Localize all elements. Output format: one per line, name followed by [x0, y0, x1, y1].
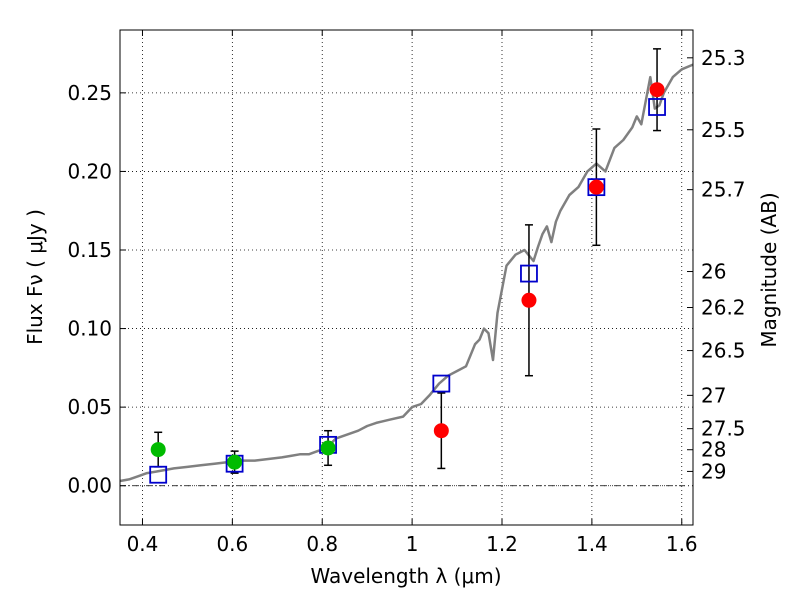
- x-tick-label: 0.6: [216, 532, 248, 556]
- model-square-marker: [432, 374, 451, 393]
- y-tick-label: 0.00: [67, 474, 112, 498]
- x-tick-label: 0.4: [127, 532, 159, 556]
- red-data-point: [521, 292, 537, 308]
- green-data-point: [227, 454, 243, 470]
- y-tick-label: 0.10: [67, 317, 112, 341]
- x-axis-ticks: 0.4 0.6 0.8 1 1.2 1.4 1.6: [127, 30, 698, 556]
- model-square-marker: [648, 98, 666, 116]
- y-tick-label: 0.05: [67, 395, 112, 419]
- grid-lines: [120, 30, 693, 525]
- model-square-marker: [520, 264, 538, 283]
- x-tick-label: 1.4: [576, 532, 608, 556]
- data-points: [149, 82, 666, 484]
- right-tick-label: 26.2: [701, 296, 746, 320]
- right-tick-label: 25.7: [701, 178, 746, 202]
- green-data-point: [150, 442, 166, 458]
- right-tick-label: 26.5: [701, 339, 746, 363]
- right-tick-label: 29: [701, 459, 726, 483]
- y-axis-label-right: Magnitude (AB): [757, 192, 781, 347]
- x-tick-label: 1: [406, 532, 419, 556]
- y-tick-label: 0.20: [67, 159, 112, 183]
- right-tick-label: 27.5: [701, 417, 746, 441]
- x-tick-label: 0.8: [306, 532, 338, 556]
- spectrum-line: [119, 63, 694, 483]
- model-square-marker: [587, 178, 606, 197]
- right-tick-label: 25.5: [701, 118, 746, 142]
- plot-frame: [119, 29, 694, 526]
- x-axis-label: Wavelength λ (μm): [310, 564, 501, 588]
- red-data-point: [649, 82, 665, 98]
- right-tick-label: 26: [701, 260, 726, 284]
- y-tick-label: 0.15: [67, 238, 112, 262]
- red-data-point: [588, 179, 604, 195]
- y-axis-ticks: 0.00 0.05 0.10 0.15 0.20 0.25: [67, 81, 126, 498]
- x-tick-label: 1.2: [486, 532, 518, 556]
- y-axis-label-left: Flux Fν ( μJy ): [23, 209, 47, 345]
- red-data-point: [433, 423, 449, 439]
- green-data-point: [320, 440, 336, 456]
- x-tick-label: 1.6: [666, 532, 698, 556]
- y-tick-label: 0.25: [67, 81, 112, 105]
- spectrum-series: [119, 63, 694, 483]
- model-square-marker: [149, 465, 168, 484]
- right-tick-label: 25.3: [701, 46, 746, 70]
- error-bars: [154, 48, 662, 474]
- right-tick-label: 28: [701, 438, 726, 462]
- right-tick-label: 27: [701, 383, 726, 407]
